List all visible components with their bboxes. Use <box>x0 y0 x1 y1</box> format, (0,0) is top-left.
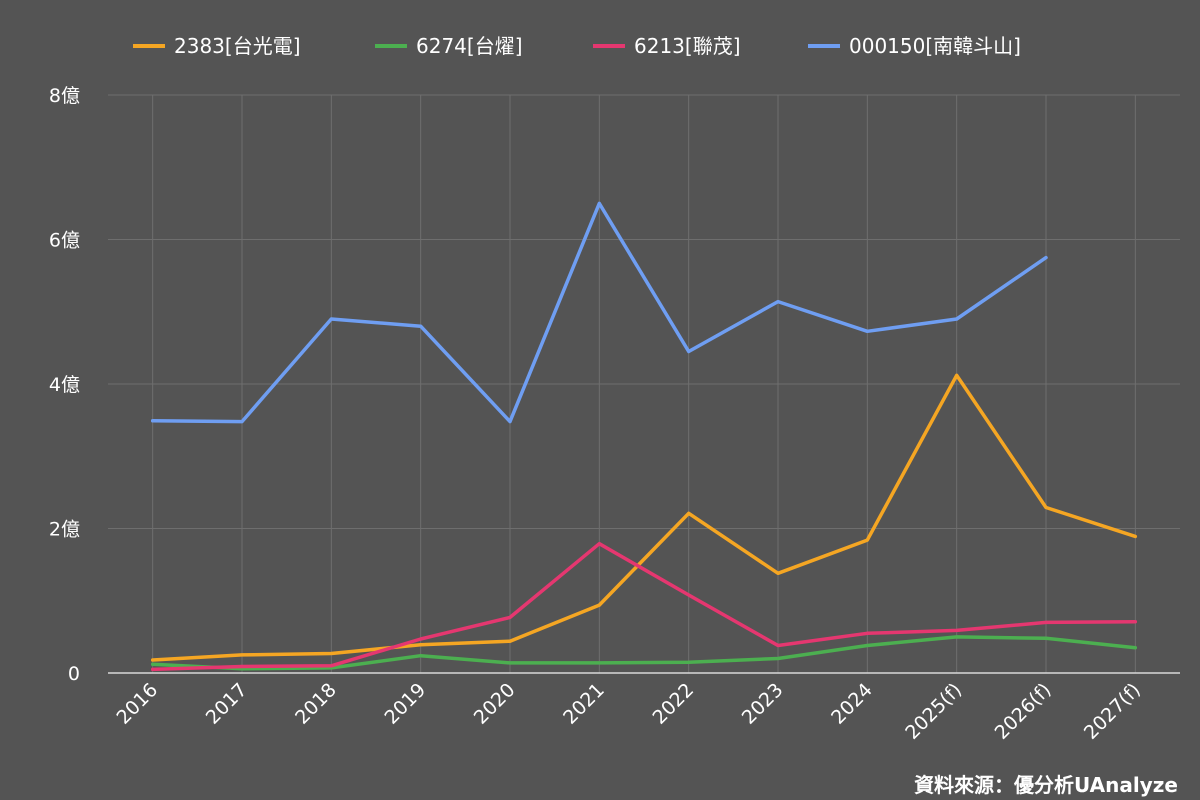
y-tick-label: 8億 <box>49 85 80 107</box>
series-line-3 <box>150 201 1048 424</box>
axis-layer: 0 2億 4億 6億 8億 2016 2017 2018 2019 2020 2021 2022 202… <box>49 85 1180 744</box>
x-tick-label: 2023 <box>738 679 788 729</box>
x-tick-label: 2022 <box>648 679 698 729</box>
x-tick-label: 2027(f) <box>1080 679 1145 744</box>
x-tick-label: 2026(f) <box>991 679 1056 744</box>
x-tick-label: 2018 <box>291 679 341 729</box>
x-tick-label: 2020 <box>470 679 520 729</box>
x-tick-label: 2016 <box>112 679 162 729</box>
grid-layer <box>108 94 1180 673</box>
y-tick-label: 6億 <box>49 230 80 252</box>
legend-label: 6274[台燿] <box>416 34 523 58</box>
x-tick-label: 2024 <box>827 679 877 729</box>
series-line-1 <box>150 635 1138 671</box>
legend-label: 2383[台光電] <box>174 34 301 58</box>
x-tick-label: 2019 <box>380 679 430 729</box>
legend: 2383[台光電] 6274[台燿] 6213[聯茂] 000150[南韓斗山] <box>133 34 1021 58</box>
source-note: 資料來源：優分析UAnalyze <box>914 773 1178 797</box>
series-line-0 <box>150 373 1138 662</box>
legend-label: 6213[聯茂] <box>634 34 741 58</box>
y-tick-label: 2億 <box>49 519 80 541</box>
x-tick-label: 2021 <box>559 679 609 729</box>
legend-label: 000150[南韓斗山] <box>849 34 1021 58</box>
series-layer <box>150 201 1138 672</box>
x-tick-label: 2017 <box>202 679 252 729</box>
series-line-2 <box>150 541 1138 672</box>
x-tick-label: 2025(f) <box>901 679 966 744</box>
y-tick-label: 4億 <box>49 374 80 396</box>
y-tick-label: 0 <box>68 663 80 685</box>
